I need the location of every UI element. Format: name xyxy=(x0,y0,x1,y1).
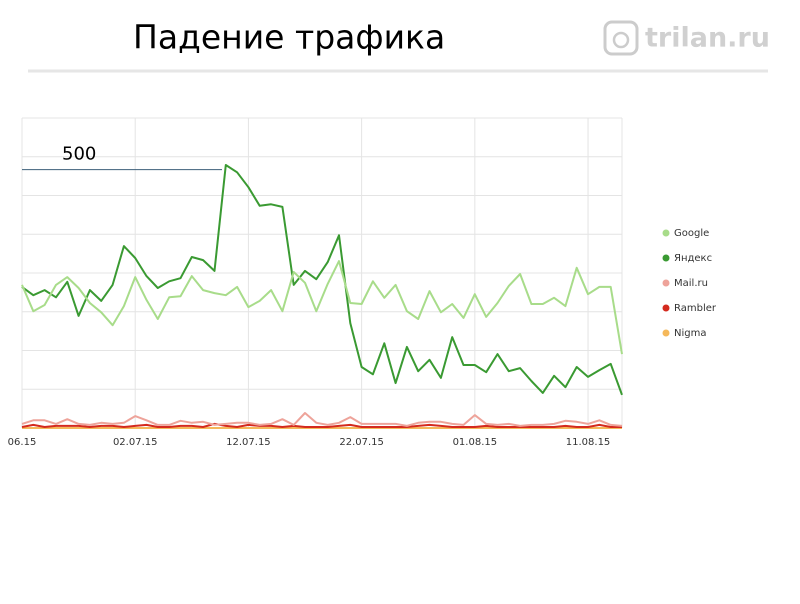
legend-label: Mail.ru xyxy=(674,278,708,289)
chart: 06.15 02.07.15 12.07.15 22.07.15 01.08.15 11.… xyxy=(8,117,717,448)
legend-marker xyxy=(662,304,670,312)
x-tick-label: 11.08.15 xyxy=(566,437,611,448)
legend-label: Nigma xyxy=(674,328,706,339)
legend-marker xyxy=(662,229,670,237)
legend-marker xyxy=(662,329,670,337)
legend-label: Rambler xyxy=(674,303,717,314)
series-line xyxy=(21,422,622,428)
x-tick-label: 06.15 xyxy=(8,437,37,448)
slide-title: Падение трафика xyxy=(133,18,445,57)
logo-icon xyxy=(603,20,639,56)
x-tick-label: 02.07.15 xyxy=(113,437,158,448)
x-tick-label: 01.08.15 xyxy=(453,437,498,448)
logo: trilan.ru xyxy=(645,23,770,54)
legend-label: Google xyxy=(674,228,709,239)
legend-marker xyxy=(662,254,670,262)
x-tick-label: 12.07.15 xyxy=(226,437,271,448)
x-tick-label: 22.07.15 xyxy=(339,437,384,448)
series-line xyxy=(21,164,623,396)
series-line xyxy=(21,412,623,427)
reference-label: 500 xyxy=(62,144,96,165)
legend-label: Яндекс xyxy=(674,253,712,264)
legend-marker xyxy=(662,279,670,287)
series-line xyxy=(21,260,623,355)
logo-icon-dot xyxy=(612,31,630,49)
